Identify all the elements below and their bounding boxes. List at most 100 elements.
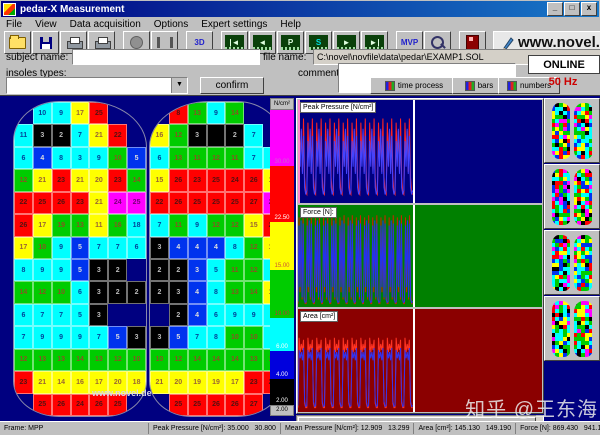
open-button[interactable] (4, 31, 31, 54)
numbers-button[interactable]: numbers (498, 77, 560, 94)
pressure-cell (150, 102, 169, 124)
pressure-cell: 12 (225, 214, 245, 237)
confirm-button[interactable]: confirm (200, 77, 264, 94)
pause-button[interactable] (151, 31, 178, 54)
mini-cell (562, 312, 567, 317)
mini-cell (584, 340, 589, 345)
mini-cell (584, 168, 589, 173)
title-bar[interactable]: pedar-X Measurement _ □ x (1, 1, 599, 17)
right-insole-pressure-map[interactable]: 8139141612327613111211771526232524261822… (149, 101, 283, 417)
chart-area[interactable]: Area [cm²] (298, 309, 542, 413)
menu-options[interactable]: Options (153, 19, 189, 30)
mini-cell (584, 320, 589, 325)
mini-cell (562, 304, 567, 309)
trial-thumbnail[interactable] (544, 98, 600, 163)
trial-thumbnail[interactable] (544, 296, 600, 361)
mini-cell (562, 204, 567, 209)
file-name-label: file name: (263, 52, 307, 63)
mini-cell (573, 142, 578, 147)
print-button[interactable] (60, 31, 87, 54)
mini-cell (588, 344, 593, 349)
mini-cell (588, 172, 593, 177)
chart-peak[interactable]: Peak Pressure [N/cm²] (298, 100, 542, 203)
last-frame-button[interactable]: ►| (361, 31, 388, 54)
menu-help[interactable]: Help (280, 19, 301, 30)
chart-cursor[interactable] (412, 204, 415, 308)
pressure-cell: 12 (14, 169, 33, 192)
pressure-cell: 12 (32, 281, 52, 304)
p-frame-button[interactable]: P (277, 31, 304, 54)
save-button[interactable] (32, 31, 59, 54)
mini-cell (562, 270, 567, 275)
mini-cell (562, 352, 567, 357)
pressure-cell: 11 (89, 214, 109, 237)
mini-cell (559, 134, 563, 139)
mini-cell (588, 154, 593, 159)
mini-cell (555, 138, 560, 143)
mini-cell (551, 274, 556, 279)
chart-title: Area [cm²] (300, 311, 339, 323)
minimize-button[interactable]: _ (547, 2, 563, 16)
mini-cell (581, 216, 585, 221)
mini-cell (566, 304, 571, 309)
insoles-types-dropdown[interactable]: ▼ (6, 77, 188, 94)
mini-cell (551, 102, 556, 107)
pressure-cell: 21 (70, 169, 90, 192)
mini-cell (584, 316, 589, 321)
mini-cell (581, 196, 585, 201)
trial-thumbnail[interactable] (544, 230, 600, 295)
pressure-cell: 3 (89, 303, 109, 327)
close-button[interactable]: x (581, 2, 597, 16)
mini-cell (555, 340, 560, 345)
mini-cell (559, 266, 563, 271)
chevron-down-icon[interactable]: ▼ (171, 78, 187, 93)
mini-cell (555, 176, 560, 181)
mini-cell (551, 348, 556, 353)
pressure-cell: 2 (51, 124, 71, 147)
chart-force[interactable]: Force [N]: (298, 204, 542, 308)
pressure-cell: 9 (187, 214, 207, 237)
mini-cell (581, 114, 585, 119)
mini-cell (573, 312, 578, 317)
menu-expert-settings[interactable]: Expert settings (201, 19, 268, 30)
pressure-cell: 25 (187, 393, 207, 416)
mini-cell (577, 238, 582, 243)
pressure-cell: 25 (32, 191, 52, 215)
bar-chart-icon (506, 80, 517, 91)
left-insole-pressure-map[interactable]: 10 9 17 25 11 3 2 7 21 22 6 4 8 3 9 10 5 12 21 23 21 20 23 14 22… (13, 101, 147, 417)
bars-button[interactable]: bars (452, 77, 506, 94)
mini-cell (566, 348, 571, 353)
mini-cell (581, 282, 585, 287)
manual-book-button[interactable] (459, 31, 486, 54)
pressure-cell: 26 (225, 393, 245, 416)
pressure-cell: 2 (150, 281, 169, 304)
mvp-icon: MVP (400, 37, 419, 47)
next-frame-button[interactable]: ► (333, 31, 360, 54)
chart-title: Force [N]: (300, 206, 337, 218)
print-icon (66, 37, 83, 49)
pressure-cell: 13 (168, 146, 188, 170)
time-process-button[interactable]: time process (370, 77, 458, 94)
s-frame-button[interactable]: S (305, 31, 332, 54)
mini-cell (581, 154, 585, 159)
mini-cell (562, 238, 567, 243)
maximize-button[interactable]: □ (564, 2, 580, 16)
chart-cursor[interactable] (412, 100, 415, 203)
pressure-cell: 26 (168, 191, 188, 215)
mini-cell (588, 312, 593, 317)
record-button[interactable] (123, 31, 150, 54)
prev-frame-button[interactable]: ◄ (249, 31, 276, 54)
menu-view[interactable]: View (35, 19, 57, 30)
menu-data-acquisition[interactable]: Data acquisition (69, 19, 141, 30)
chart-cursor[interactable] (412, 309, 415, 413)
mini-cell (555, 200, 560, 205)
subject-name-input[interactable] (72, 49, 260, 65)
trial-thumbnail[interactable] (544, 164, 600, 229)
mini-cell (573, 172, 578, 177)
mini-cell (562, 150, 567, 155)
mini-cell (584, 304, 589, 309)
pressure-cell: 15 (244, 214, 264, 237)
menu-file[interactable]: File (6, 19, 23, 30)
mini-cell (566, 250, 571, 255)
scale-unit-label: N/cm² (270, 98, 294, 110)
